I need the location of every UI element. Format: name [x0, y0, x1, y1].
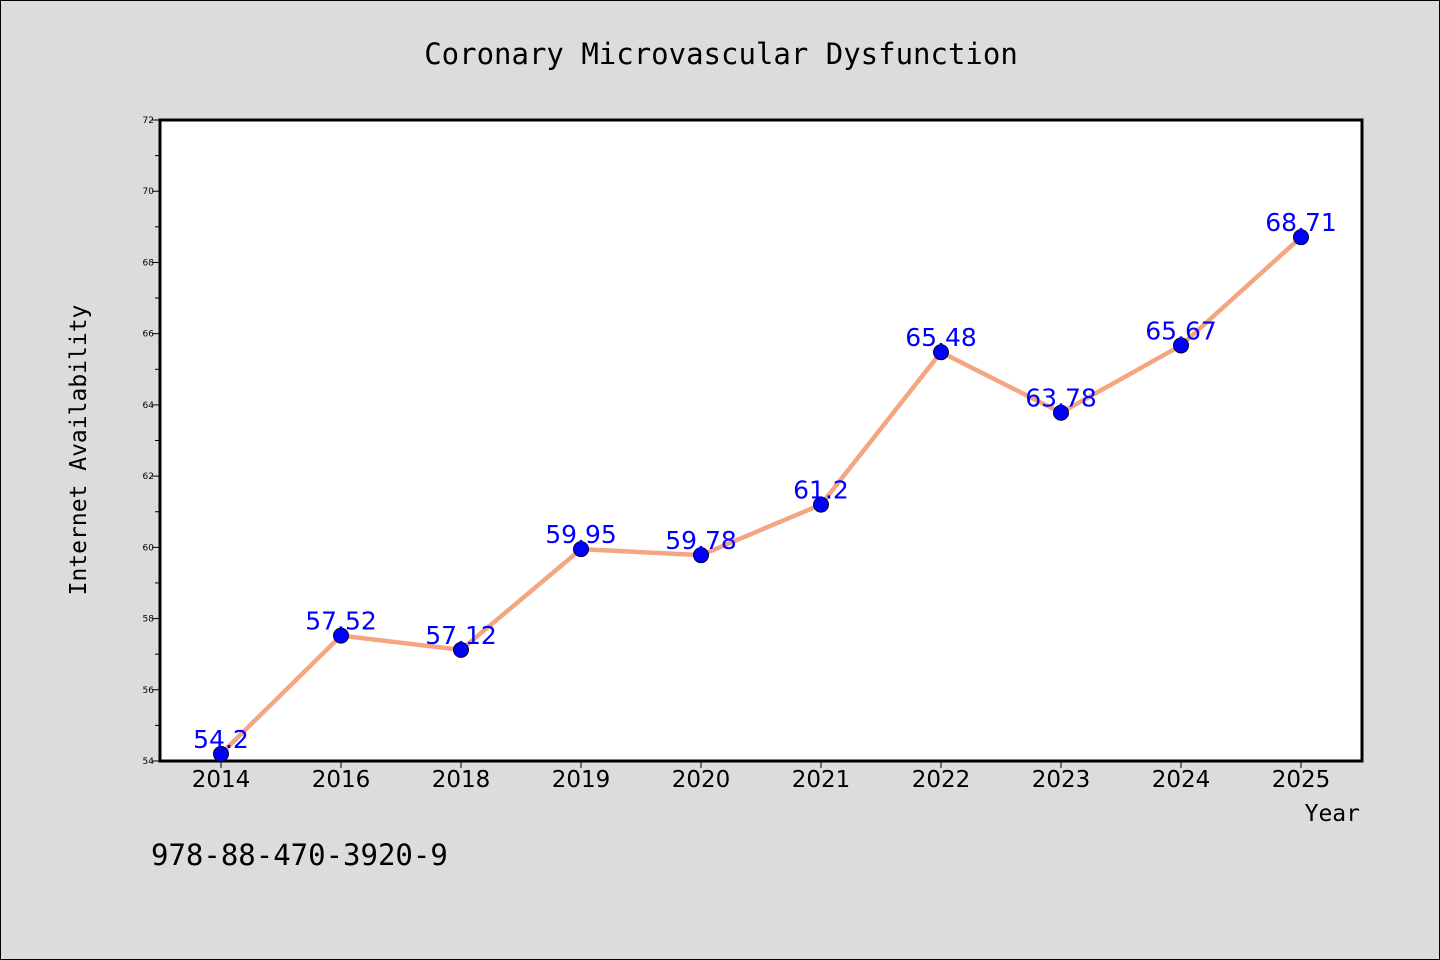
x-axis: 2014 2016 2018 2019 2020 2021 2022 2023 2024 2025	[192, 761, 1331, 793]
data-point	[213, 745, 229, 762]
y-axis-label: Internet Availability	[66, 305, 92, 596]
plot-area	[158, 118, 1364, 763]
data-label: 57.12	[425, 621, 497, 650]
x-tick-label: 2024	[1152, 767, 1211, 793]
x-tick-label: 2025	[1272, 767, 1331, 793]
x-tick-label: 2021	[792, 767, 851, 793]
y-tick-label: 62	[143, 472, 154, 482]
data-point	[333, 627, 349, 644]
data-point	[693, 547, 709, 564]
x-tick-label: 2023	[1032, 767, 1091, 793]
data-point	[1053, 404, 1069, 421]
series-line	[218, 234, 1304, 757]
y-tick-label: 66	[143, 330, 155, 340]
data-label: 65.67	[1145, 316, 1217, 345]
data-label: 57.52	[305, 607, 377, 636]
data-label: 59.95	[545, 520, 617, 549]
y-tick-label: 64	[143, 401, 155, 411]
y-tick-label: 58	[143, 615, 155, 625]
y-tick-label: 68	[143, 258, 155, 268]
y-tick-label: 54	[143, 757, 155, 767]
chart-title: Coronary Microvascular Dysfunction	[424, 37, 1018, 71]
data-label: 65.48	[905, 323, 977, 352]
x-axis-label: Year	[1305, 801, 1360, 827]
x-tick-label: 2014	[192, 767, 251, 793]
data-point	[1293, 229, 1309, 246]
data-point	[933, 344, 949, 361]
data-point	[573, 541, 589, 558]
data-label: 61.2	[793, 476, 849, 505]
data-label: 63.78	[1025, 384, 1097, 413]
x-tick-label: 2019	[552, 767, 611, 793]
series-layer	[213, 229, 1309, 762]
y-tick-label: 72	[143, 116, 154, 126]
y-tick-label: 70	[143, 187, 155, 197]
data-point	[1173, 337, 1189, 354]
data-point	[813, 496, 829, 513]
x-tick-label: 2016	[312, 767, 371, 793]
data-label: 54.2	[193, 725, 249, 754]
footnote: 978-88-470-3920-9	[151, 838, 448, 872]
y-axis: 54 56 58 60 62 64 66 68 70 72	[143, 116, 160, 767]
y-tick-label: 60	[143, 543, 155, 553]
x-tick-label: 2018	[432, 767, 491, 793]
y-tick-label: 56	[143, 686, 155, 696]
data-label: 59.78	[665, 526, 737, 555]
x-tick-label: 2022	[912, 767, 971, 793]
data-point	[453, 641, 469, 658]
data-label: 68.71	[1265, 208, 1337, 237]
x-tick-label: 2020	[672, 767, 731, 793]
data-labels: 54.2 57.52 57.12 59.95 59.78 61.2 65.48 63.78 65…	[193, 208, 1337, 754]
